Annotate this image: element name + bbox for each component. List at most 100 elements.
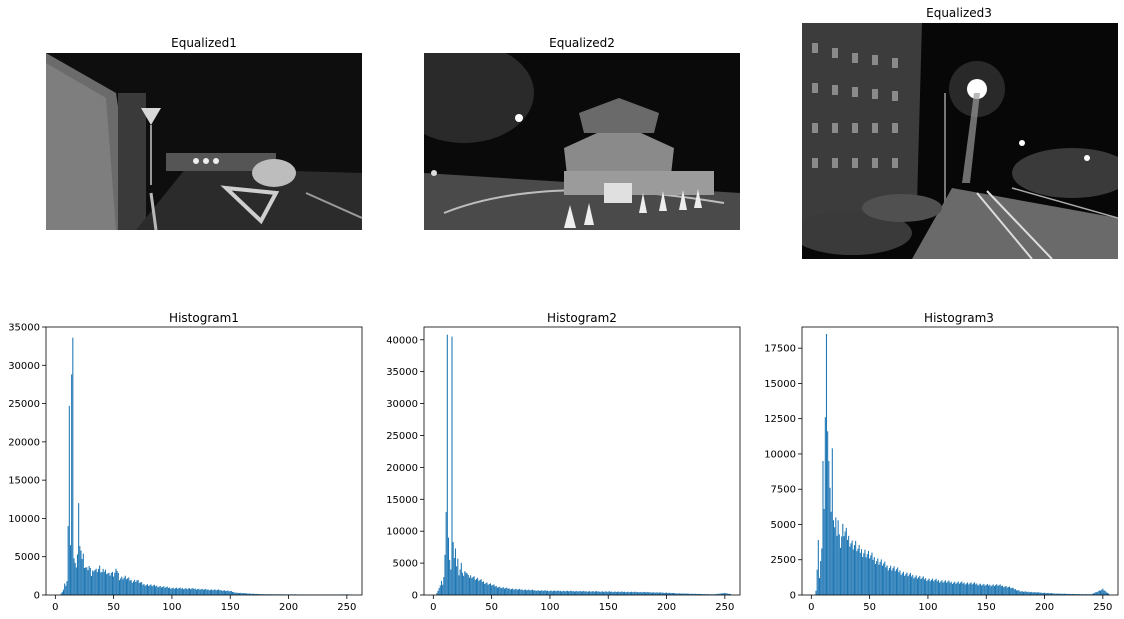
histogram-bar (1024, 591, 1026, 595)
histogram-bar (186, 589, 188, 595)
y-tick-label: 15000 (386, 495, 418, 506)
histogram-bar (666, 592, 668, 595)
histogram-bar (582, 591, 584, 595)
histogram-bar (850, 543, 852, 595)
histogram-bar (516, 589, 518, 595)
histogram-bar (604, 591, 606, 595)
histogram-bar (1091, 593, 1093, 595)
histogram-bar (148, 586, 150, 595)
histogram-bar (481, 582, 483, 595)
histogram-bar (122, 579, 124, 595)
histogram-bar (219, 590, 221, 595)
histogram-bar (106, 574, 108, 595)
histogram-bar (682, 593, 684, 595)
histogram-bar (206, 589, 208, 595)
histogram-bar (150, 584, 152, 595)
histogram-bar (465, 572, 467, 595)
histogram-bar (1020, 591, 1022, 595)
histogram-bar (996, 584, 998, 595)
histogram-bar (191, 588, 193, 595)
histogram-bar (1064, 593, 1067, 595)
histogram-bar (158, 586, 160, 595)
histogram-bar (878, 564, 880, 595)
histogram-bar (466, 573, 468, 595)
histogram-bar (866, 554, 868, 595)
y-tick-label: 20000 (8, 437, 40, 448)
histogram-bar (958, 583, 960, 595)
histogram-bar (69, 545, 72, 595)
histogram-bar (679, 593, 682, 595)
histogram-bar (464, 571, 466, 595)
histogram-bar (900, 574, 902, 595)
histogram-bar (261, 594, 263, 595)
histogram-bar (1040, 592, 1042, 595)
histogram-bar (81, 559, 83, 595)
histogram-bar (825, 334, 828, 595)
y-tick-label: 17500 (764, 344, 796, 355)
histogram-bar (559, 590, 561, 595)
x-tick-label: 0 (808, 602, 814, 613)
histogram-bar (62, 589, 65, 595)
histogram-bar (643, 591, 645, 595)
histogram-bar (669, 592, 671, 595)
histogram-bar (909, 572, 911, 595)
histogram-bar (876, 561, 878, 595)
x-tick-label: 100 (918, 602, 937, 613)
histogram-bar (599, 591, 601, 595)
histogram-bar (82, 553, 84, 595)
histogram-bar (661, 592, 663, 595)
histogram-bar (246, 593, 248, 595)
histogram-bar (564, 591, 566, 595)
histogram-bar (456, 566, 458, 595)
histogram-bar (678, 593, 680, 595)
histogram-bar (537, 590, 539, 595)
histogram-bar (1089, 594, 1091, 595)
histogram-bar (1049, 593, 1051, 595)
y-tick-label: 12500 (764, 414, 796, 425)
histogram-bar (954, 581, 956, 595)
histogram-bar (1055, 593, 1057, 595)
histogram-bar (635, 592, 637, 595)
histogram-bar (856, 551, 858, 595)
histogram-bar (951, 583, 953, 595)
histogram-bar (626, 591, 628, 595)
histogram-bar (879, 561, 881, 595)
histogram-bar (1013, 589, 1015, 595)
histogram-bar (619, 592, 621, 595)
histogram-bar (61, 591, 63, 595)
histogram-bar (1027, 591, 1029, 595)
histogram-bar (1075, 594, 1077, 595)
histogram-bar (823, 508, 825, 595)
histogram-bar (969, 583, 971, 595)
histogram-bar (1108, 593, 1110, 595)
y-tick-label: 5000 (771, 520, 796, 531)
histogram-bar (172, 587, 174, 595)
histogram-bar (965, 583, 967, 595)
y-tick-label: 30000 (386, 399, 418, 410)
histogram-bar (918, 577, 920, 595)
histogram-bar (897, 567, 899, 595)
histogram-bar (718, 593, 720, 595)
histogram-bar (993, 586, 995, 595)
histogram-bar (554, 590, 556, 595)
histogram-bar (214, 589, 216, 595)
histogram-bar (922, 576, 924, 595)
histogram-bar (454, 548, 457, 595)
histogram-bar (520, 589, 522, 595)
histogram-bar (514, 589, 516, 595)
histogram-bar (568, 591, 570, 595)
histogram-bar (926, 581, 928, 595)
histogram-bar (912, 574, 914, 595)
histogram-bar (639, 592, 641, 595)
histogram-bar (79, 545, 81, 595)
histogram-bar (1094, 592, 1096, 595)
histogram-bar (522, 590, 524, 595)
histogram-bar (232, 591, 234, 595)
histogram-bar (820, 561, 822, 595)
histogram-bar (724, 592, 726, 595)
histogram-bar (890, 565, 892, 595)
histogram-bar (451, 336, 453, 595)
histogram-bar (653, 592, 655, 595)
histogram-bar (674, 593, 676, 595)
histogram-bar (978, 584, 980, 595)
